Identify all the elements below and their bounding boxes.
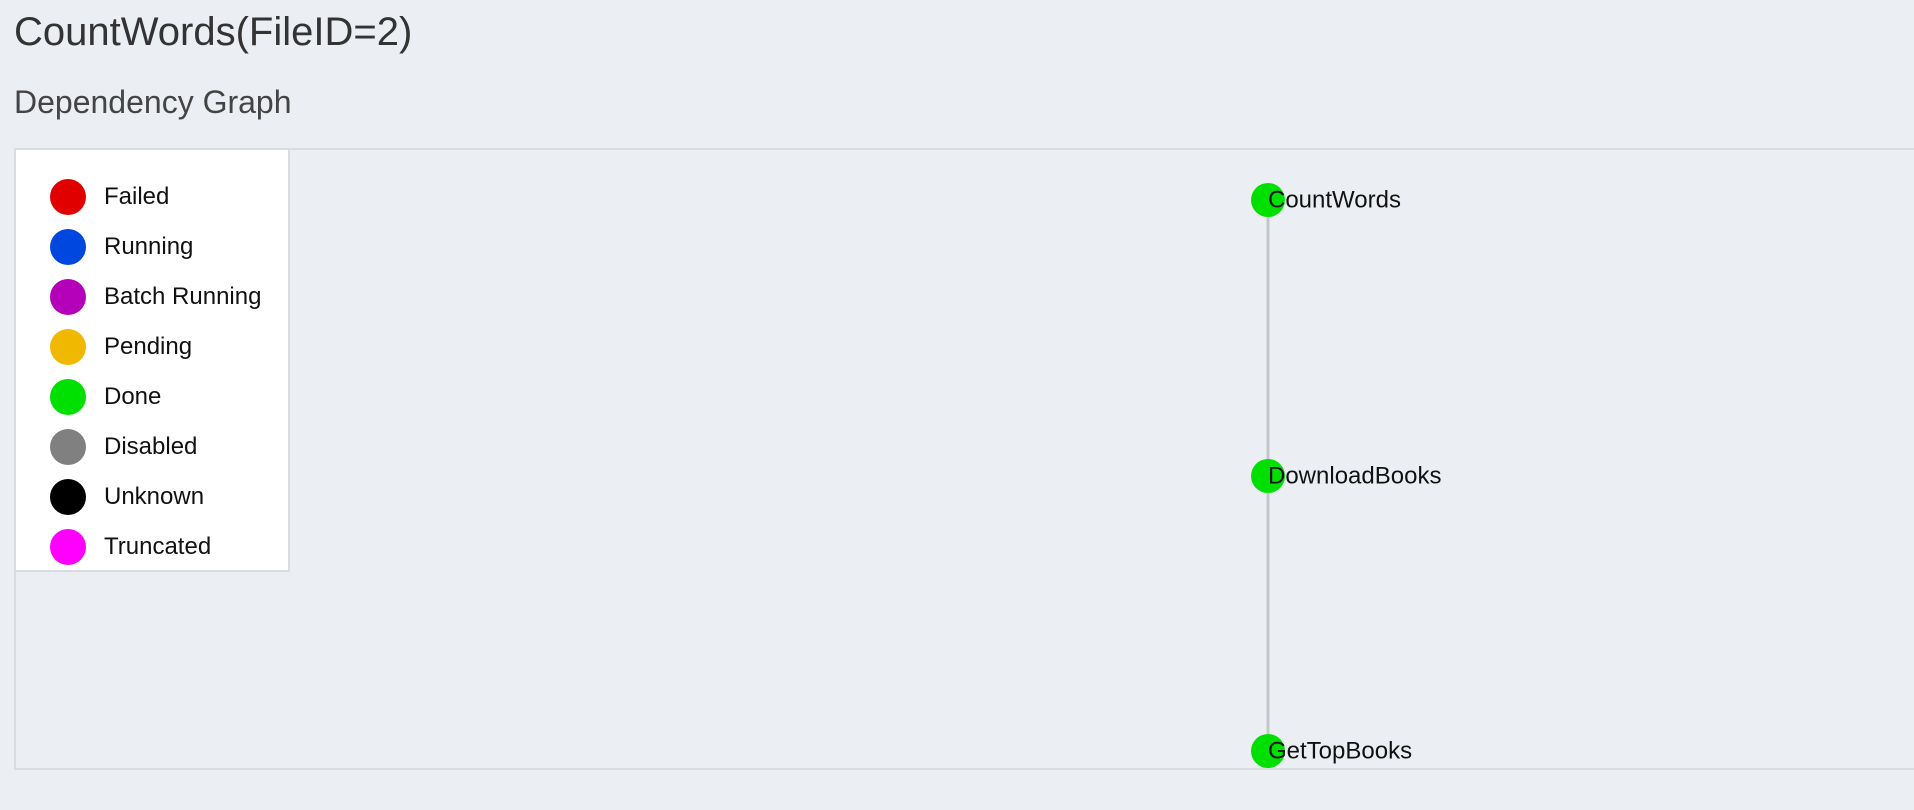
legend-label: Running xyxy=(104,233,194,260)
legend-label: Failed xyxy=(104,183,170,210)
page-title: CountWords(FileID=2) xyxy=(14,10,413,54)
truncated-status-swatch xyxy=(50,529,86,565)
done-status-swatch xyxy=(50,379,86,415)
disabled-status-swatch xyxy=(50,429,86,465)
legend-item-running: Running xyxy=(16,222,288,272)
graph-node-gettopbooks[interactable]: GetTopBooks xyxy=(1251,734,1412,768)
node-label[interactable]: CountWords xyxy=(1268,187,1401,214)
legend-label: Truncated xyxy=(104,533,212,560)
pending-status-swatch xyxy=(50,329,86,365)
node-label[interactable]: DownloadBooks xyxy=(1268,463,1441,490)
legend-label: Done xyxy=(104,383,162,410)
dependency-graph-canvas[interactable]: CountWords DownloadBooks GetTopBooks xyxy=(16,150,1914,768)
dependency-graph-panel[interactable]: Failed Running Batch Running Pending Don… xyxy=(14,148,1914,770)
section-title: Dependency Graph xyxy=(14,84,292,120)
legend-item-unknown: Unknown xyxy=(16,472,288,522)
legend-item-pending: Pending xyxy=(16,322,288,372)
legend-item-done: Done xyxy=(16,372,288,422)
node-status-dot[interactable] xyxy=(1251,734,1285,768)
running-status-swatch xyxy=(50,229,86,265)
status-legend: Failed Running Batch Running Pending Don… xyxy=(16,150,290,572)
legend-label: Batch Running xyxy=(104,283,262,310)
batch-running-status-swatch xyxy=(50,279,86,315)
legend-item-truncated: Truncated xyxy=(16,522,288,572)
legend-label: Disabled xyxy=(104,433,198,460)
legend-item-disabled: Disabled xyxy=(16,422,288,472)
graph-node-countwords[interactable]: CountWords xyxy=(1251,183,1401,217)
failed-status-swatch xyxy=(50,179,86,215)
legend-item-failed: Failed xyxy=(16,172,288,222)
node-status-dot[interactable] xyxy=(1251,459,1285,493)
legend-item-batch-running: Batch Running xyxy=(16,272,288,322)
legend-label: Unknown xyxy=(104,483,205,510)
node-status-dot[interactable] xyxy=(1251,183,1285,217)
graph-node-downloadbooks[interactable]: DownloadBooks xyxy=(1251,459,1441,493)
legend-label: Pending xyxy=(104,333,193,360)
node-label[interactable]: GetTopBooks xyxy=(1268,738,1412,765)
unknown-status-swatch xyxy=(50,479,86,515)
